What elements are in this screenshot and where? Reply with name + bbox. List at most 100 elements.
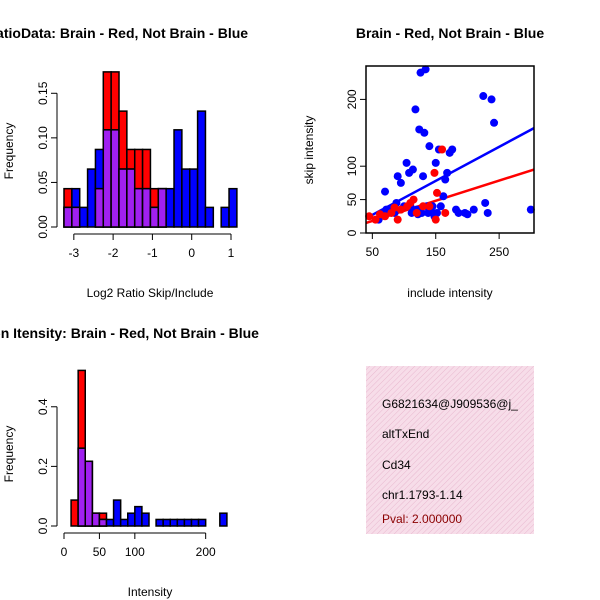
scatter-point-blue <box>408 165 417 174</box>
scatter-point-red <box>425 202 434 211</box>
scatter-point-blue <box>402 158 411 167</box>
intensity-x-tick-label: 100 <box>125 545 145 559</box>
scatter-point-blue <box>481 198 490 207</box>
scatter-y-tick-label: 50 <box>345 193 359 207</box>
scatter-point-blue <box>490 118 499 127</box>
ratio-y-tick-label: 0.05 <box>36 170 50 194</box>
intensity-x-tick-label: 200 <box>196 545 216 559</box>
ratio-overlap-bar <box>141 187 152 228</box>
scatter-x-tick-label: 150 <box>426 245 446 259</box>
ratio-chart-title: RatioData: Brain - Red, Not Brain - Blue <box>0 25 248 41</box>
ratio-bars <box>63 71 238 228</box>
ratio-not-brain-bar <box>181 168 191 228</box>
scatter-point-blue <box>411 105 420 114</box>
scatter-y-tick-label: 0 <box>345 229 359 236</box>
intensity-x-tick-label: 0 <box>61 545 68 559</box>
scatter-x-tick-label: 50 <box>366 245 380 259</box>
scatter-point-red <box>365 212 374 221</box>
ratio-not-brain-bar <box>220 206 230 228</box>
intensity-not-brain-bar <box>162 518 172 527</box>
ratio-overlap-bar <box>110 129 120 228</box>
scatter-point-blue <box>526 205 535 214</box>
info-gene: Cd34 <box>382 458 411 472</box>
scatter-point-blue <box>419 172 428 181</box>
scatter-point-blue <box>483 208 492 217</box>
intensity-not-brain-bar <box>169 518 179 527</box>
scatter-y-tick-label: 100 <box>345 156 359 176</box>
ratio-overlap-bar <box>118 168 128 228</box>
scatter-point-red <box>381 212 390 221</box>
ratio-not-brain-bar <box>204 206 215 228</box>
scatter-point-red <box>390 203 399 212</box>
scatter-y-axis-label: skip intensity <box>302 116 316 185</box>
scatter-point-blue <box>425 142 434 151</box>
intensity-not-brain-bar <box>134 505 143 527</box>
info-box: G6821634@J909536@j_ altTxEnd Cd34 chr1.1… <box>366 366 534 534</box>
ratio-x-axis-label: Log2 Ratio Skip/Include <box>87 286 214 300</box>
scatter-point-red <box>396 205 405 214</box>
intensity-not-brain-bar <box>183 518 193 527</box>
scatter-point-red <box>430 168 439 177</box>
scatter-point-blue <box>454 208 463 217</box>
ratio-x-tick-label: -2 <box>108 246 119 260</box>
ratio-overlap-bar <box>102 129 112 228</box>
ratio-x-tick-label: 0 <box>188 246 195 260</box>
scatter-point-red <box>438 145 447 154</box>
scatter-points <box>365 65 535 224</box>
intensity-overlap-bar <box>98 518 108 527</box>
ratio-overlap-bar <box>71 206 81 228</box>
scatter-point-blue <box>439 192 448 201</box>
ratio-y-axis-label: Frequency <box>2 123 16 180</box>
intensity-brain-bar <box>70 499 79 527</box>
scatter-point-red <box>441 208 450 217</box>
intensity-y-tick-label: 0.0 <box>36 517 50 534</box>
ratio-overlap-bar <box>63 206 73 228</box>
intensity-y-tick-label: 0.4 <box>36 398 50 415</box>
scatter-point-blue <box>443 168 452 177</box>
intensity-x-tick-label: 50 <box>93 545 107 559</box>
intensity-not-brain-bar <box>219 512 228 527</box>
ratio-not-brain-bar <box>196 110 207 228</box>
intensity-x-axis-label: Intensity <box>128 585 173 599</box>
scatter-point-red <box>371 215 380 224</box>
intensity-overlap-bar <box>91 512 101 527</box>
intensity-not-brain-bar <box>127 512 136 527</box>
scatter-point-blue <box>469 205 478 214</box>
scatter-point-blue <box>420 128 429 137</box>
intensity-not-brain-bar <box>155 518 164 527</box>
intensity-histogram-panel: Exon Itensity: Brain - Red, Not Brain - … <box>0 325 259 599</box>
ratio-x-tick-label: 1 <box>228 246 235 260</box>
intensity-overlap-bar <box>77 447 86 527</box>
scatter-y-tick-label: 200 <box>345 89 359 109</box>
ratio-y-tick-label: 0.15 <box>36 81 50 105</box>
intensity-not-brain-bar <box>141 512 150 527</box>
scatter-point-red <box>412 208 421 217</box>
scatter-point-blue <box>479 92 488 101</box>
intensity-bars <box>70 369 228 527</box>
ratio-axes: -3 -2 -1 0 1 0.00 0.05 0.10 0.15 <box>36 81 235 260</box>
intensity-not-brain-bar <box>112 499 122 527</box>
scatter-axes: 50 150 250 0 50 100 200 <box>345 65 535 259</box>
info-probe-id: G6821634@J909536@j_ <box>382 397 518 411</box>
intensity-not-brain-bar <box>119 518 129 527</box>
scatter-point-blue <box>433 208 442 217</box>
ratio-overlap-bar <box>126 168 136 228</box>
ratio-histogram-panel: RatioData: Brain - Red, Not Brain - Blue… <box>0 25 248 300</box>
scatter-point-blue <box>396 178 405 187</box>
ratio-overlap-bar <box>149 206 160 228</box>
scatter-point-red <box>419 202 428 211</box>
ratio-not-brain-bar <box>228 187 238 228</box>
scatter-point-blue <box>441 175 450 184</box>
ratio-y-tick-label: 0.10 <box>36 126 50 150</box>
info-event-type: altTxEnd <box>382 427 429 441</box>
scatter-panel: Brain - Red, Not Brain - Blue 50 150 25005… <box>302 25 544 300</box>
info-location: chr1.1793-1.14 <box>382 488 463 502</box>
ratio-y-tick-label: 0.00 <box>36 215 50 239</box>
ratio-not-brain-bar <box>173 129 183 228</box>
scatter-point-blue <box>431 158 440 167</box>
info-box-hatch <box>366 366 534 534</box>
ratio-x-tick-label: -1 <box>147 246 158 260</box>
intensity-not-brain-bar <box>105 518 115 527</box>
intensity-y-axis-label: Frequency <box>2 426 16 483</box>
